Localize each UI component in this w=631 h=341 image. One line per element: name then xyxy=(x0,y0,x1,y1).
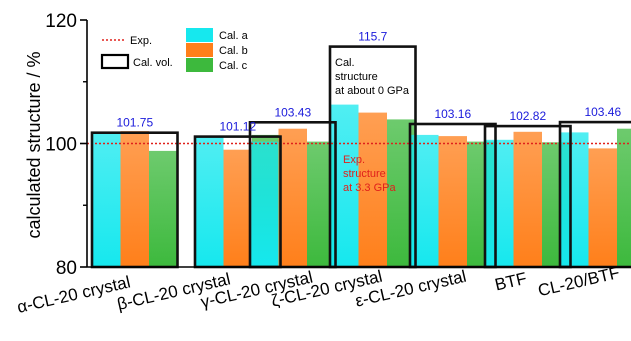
bar-cal-c-0 xyxy=(149,150,178,267)
volume-label-6: 103.46 xyxy=(584,105,621,119)
bar-cal-a-5 xyxy=(485,139,514,267)
bars-layer xyxy=(92,104,631,268)
annotation-lower-line: at 3.3 GPa xyxy=(343,182,396,194)
volume-label-5: 102.82 xyxy=(509,109,546,123)
volume-label-1: 101.12 xyxy=(219,120,256,134)
annotation-lower-line: structure xyxy=(343,168,386,180)
legend-swatch-0 xyxy=(186,28,213,42)
legend-label-1: Cal. b xyxy=(219,45,248,57)
legend-label-2: Cal. c xyxy=(219,60,248,72)
annotation-upper-line: at about 0 GPa xyxy=(335,85,410,97)
volume-label-3: 115.7 xyxy=(358,30,387,44)
legend-vol-swatch xyxy=(100,53,130,70)
legend-exp-label: Exp. xyxy=(130,35,152,47)
bar-cal-a-6 xyxy=(560,132,589,267)
legend-vol-label: Cal. vol. xyxy=(133,57,173,69)
bar-cal-a-1 xyxy=(195,137,224,267)
x-tick-label-5: BTF xyxy=(493,269,529,295)
bar-cal-b-6 xyxy=(588,148,617,267)
annotation-upper-line: structure xyxy=(335,71,378,83)
x-tick-label-6: CL-20/BTF xyxy=(536,263,621,300)
bar-cal-b-3 xyxy=(358,112,387,267)
labels-layer: 101.75 101.12 103.43 115.7 103.16 102.82 103.4… xyxy=(116,30,621,194)
y-tick-label: 120 xyxy=(45,11,77,32)
bar-cal-b-5 xyxy=(513,131,542,267)
legend-swatch-1 xyxy=(186,43,213,57)
bar-cal-b-1 xyxy=(223,149,252,267)
volume-label-2: 103.43 xyxy=(274,105,311,119)
annotation-upper-line: Cal. xyxy=(335,57,355,69)
bar-cal-b-2 xyxy=(278,128,307,267)
annotation-lower-line: Exp. xyxy=(343,154,365,166)
y-axis-label: calculated structure / % xyxy=(24,51,44,238)
bar-cal-b-4 xyxy=(438,136,467,267)
bar-cal-a-0 xyxy=(92,132,121,267)
bar-cal-c-6 xyxy=(617,128,631,267)
volume-label-4: 103.16 xyxy=(434,107,471,121)
legend-label-0: Cal. a xyxy=(219,30,249,42)
y-tick-label: 80 xyxy=(56,258,77,279)
y-tick-label: 100 xyxy=(45,135,77,156)
bar-cal-a-2 xyxy=(250,141,279,267)
legend: Exp. Cal. vol. Cal. a Cal. b Cal. c xyxy=(100,28,249,72)
legend-swatch-2 xyxy=(186,58,213,72)
volume-label-0: 101.75 xyxy=(116,116,153,130)
bar-cal-b-0 xyxy=(120,131,149,267)
